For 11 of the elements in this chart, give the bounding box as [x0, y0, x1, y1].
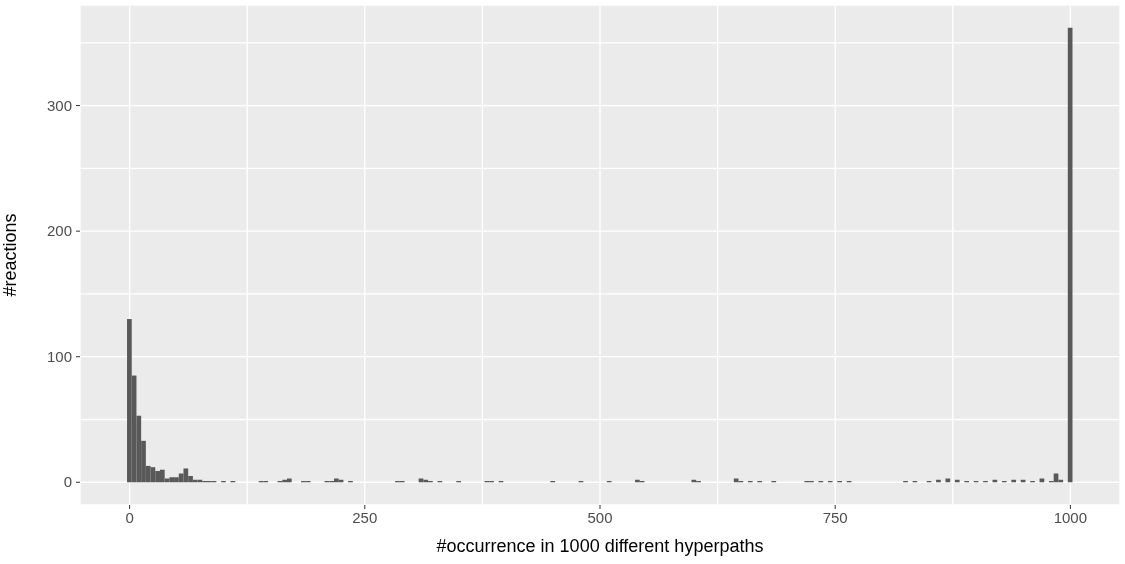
x-tick-label: 250	[352, 509, 378, 526]
y-tick-label: 200	[46, 222, 72, 240]
y-axis-title: #reactions	[0, 213, 21, 297]
x-tick-label: 750	[822, 509, 848, 526]
x-tick-label: 500	[587, 509, 613, 526]
y-tick-label: 300	[46, 96, 72, 114]
x-tick-label: 0	[125, 509, 134, 526]
y-tick-label: 100	[46, 347, 72, 365]
x-tick-label: 1000	[1053, 509, 1088, 526]
x-axis-title: #occurrence in 1000 different hyperpaths	[436, 536, 764, 556]
y-tick-label: 0	[63, 473, 72, 491]
